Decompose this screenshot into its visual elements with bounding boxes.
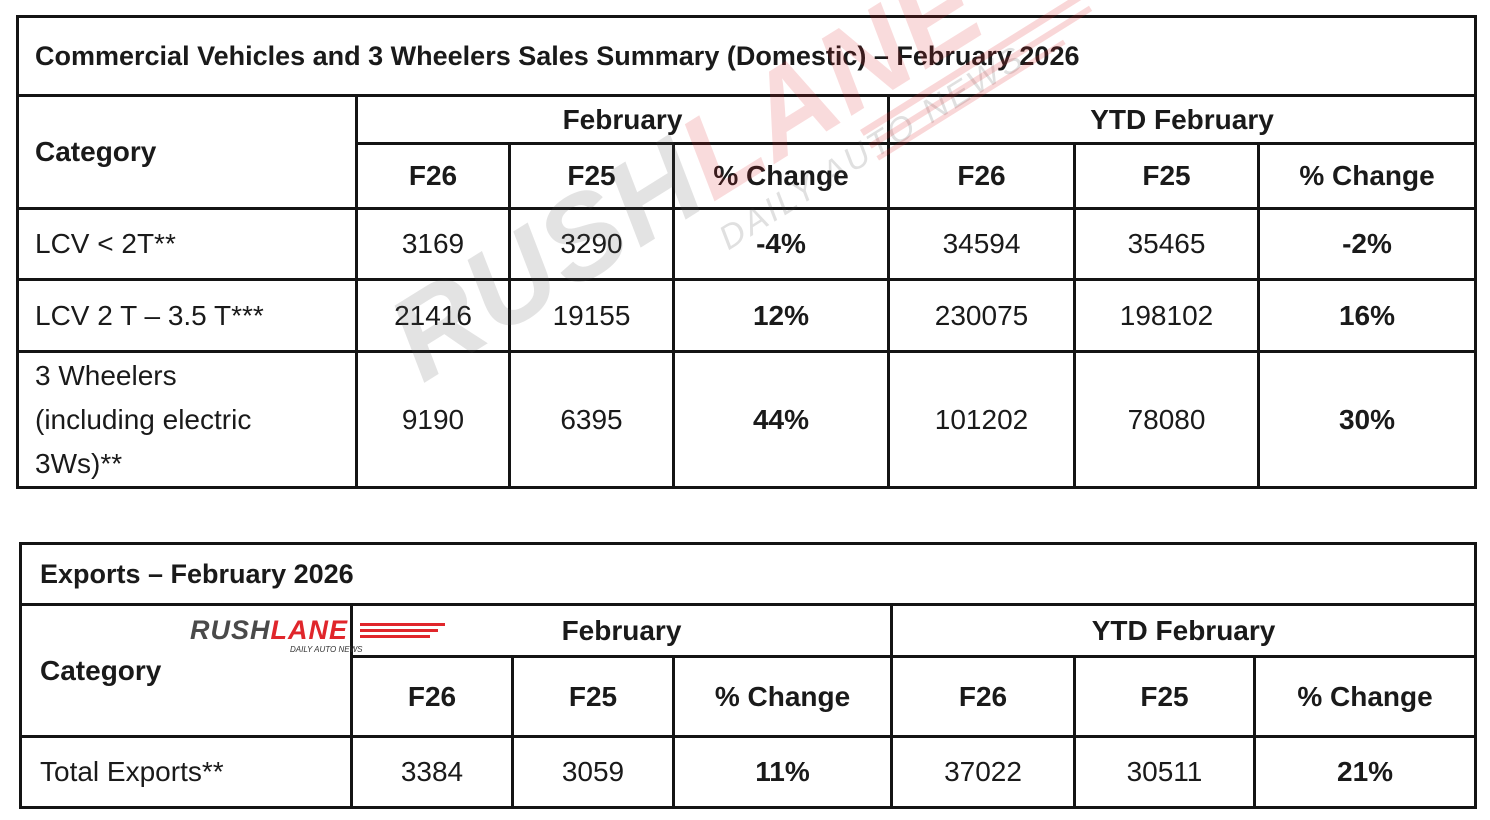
cell-feb-change: 11% — [672, 735, 893, 809]
col-header-feb-change: % Change — [672, 655, 893, 738]
col-header-ytd-change: % Change — [1256, 142, 1478, 210]
cell-ytd-f26: 230075 — [887, 278, 1076, 353]
category-header: Category — [19, 603, 353, 738]
table-title: Commercial Vehicles and 3 Wheelers Sales… — [15, 15, 1478, 97]
domestic-sales-table: Commercial Vehicles and 3 Wheelers Sales… — [15, 15, 1478, 489]
cell-feb-change: 12% — [672, 278, 890, 353]
cell-ytd-f25: 30511 — [1073, 735, 1256, 809]
table-row: LCV < 2T** 3169 3290 -4% 34594 35465 -2% — [16, 207, 1478, 281]
cell-feb-f26: 9190 — [355, 350, 511, 489]
col-header-ytd-f26: F26 — [887, 142, 1076, 210]
row-category: LCV 2 T – 3.5 T*** — [16, 278, 358, 353]
col-header-ytd-change: % Change — [1252, 655, 1478, 738]
group-header-ytd: YTD February — [889, 603, 1478, 658]
col-header-feb-f25: F25 — [511, 655, 675, 738]
cell-feb-f25: 3290 — [508, 207, 675, 281]
col-header-feb-change: % Change — [672, 142, 890, 210]
exports-table: Exports – February 2026 Category Februar… — [18, 542, 1478, 809]
cell-feb-change: 44% — [672, 350, 890, 489]
group-header-february: February — [350, 603, 893, 658]
cell-feb-f25: 19155 — [508, 278, 675, 353]
cell-feb-f25: 3059 — [511, 735, 675, 809]
cell-ytd-change: 16% — [1256, 278, 1478, 353]
col-header-feb-f26: F26 — [350, 655, 514, 738]
cell-ytd-change: 30% — [1256, 350, 1478, 489]
cell-ytd-f26: 34594 — [887, 207, 1076, 281]
cell-ytd-f26: 37022 — [890, 735, 1076, 809]
col-header-feb-f25: F25 — [508, 142, 675, 210]
row-category: LCV < 2T** — [16, 207, 358, 281]
cell-feb-f26: 21416 — [355, 278, 511, 353]
row-category: Total Exports** — [19, 735, 353, 809]
table-row: LCV 2 T – 3.5 T*** 21416 19155 12% 23007… — [16, 278, 1478, 353]
cell-feb-f26: 3169 — [355, 207, 511, 281]
col-header-ytd-f25: F25 — [1073, 655, 1256, 738]
table-row: 3 Wheelers (including electric 3Ws)** 91… — [16, 350, 1478, 489]
cell-ytd-change: -2% — [1256, 207, 1478, 281]
cell-feb-f26: 3384 — [350, 735, 514, 809]
table-title: Exports – February 2026 — [18, 542, 1478, 606]
table-row: Total Exports** 3384 3059 11% 37022 3051… — [19, 735, 1478, 809]
row-category: 3 Wheelers (including electric 3Ws)** — [16, 350, 358, 489]
col-header-feb-f26: F26 — [355, 142, 511, 210]
cell-ytd-f26: 101202 — [887, 350, 1076, 489]
category-line: (including electric — [35, 403, 252, 435]
category-line: 3Ws)** — [35, 447, 123, 479]
cell-ytd-f25: 78080 — [1073, 350, 1260, 489]
cell-feb-f25: 6395 — [508, 350, 675, 489]
group-header-ytd: YTD February — [886, 94, 1478, 145]
col-header-ytd-f25: F25 — [1073, 142, 1260, 210]
category-line: 3 Wheelers — [35, 359, 177, 391]
category-header: Category — [16, 94, 358, 210]
group-header-february: February — [355, 94, 890, 145]
cell-ytd-change: 21% — [1252, 735, 1478, 809]
cell-feb-change: -4% — [672, 207, 890, 281]
cell-ytd-f25: 198102 — [1073, 278, 1260, 353]
col-header-ytd-f26: F26 — [890, 655, 1076, 738]
cell-ytd-f25: 35465 — [1073, 207, 1260, 281]
